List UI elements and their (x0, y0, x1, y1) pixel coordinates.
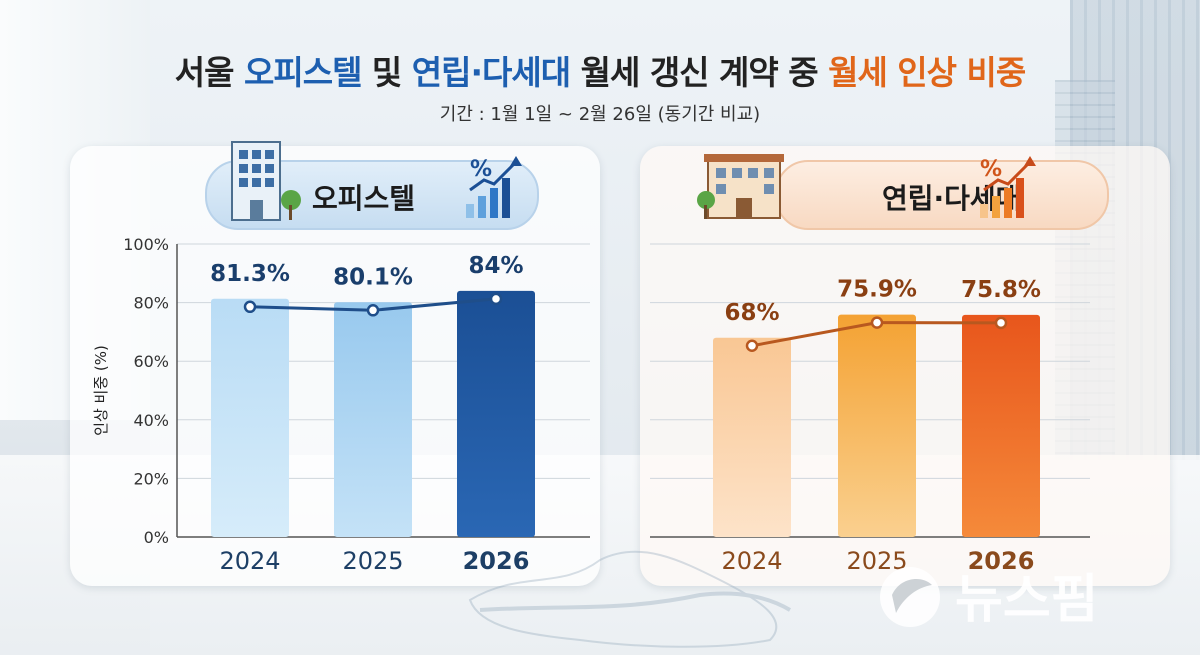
watermark-text: 뉴스핌 (955, 570, 1099, 630)
office-ytick-label: 100% (123, 235, 169, 254)
villa-bar-2024 (713, 337, 791, 537)
office-category-label: 2025 (342, 547, 403, 575)
office-value-label: 81.3% (210, 261, 290, 287)
office-ytick-label: 20% (133, 469, 169, 488)
svg-text:%: % (980, 157, 1002, 182)
newspim-logo-icon (880, 567, 940, 627)
office-bar-2025 (334, 302, 412, 537)
chart-growth-icon: % (980, 156, 1036, 218)
office-value-label: 80.1% (333, 264, 413, 290)
title-part: 월세 갱신 계약 중 (570, 53, 829, 92)
office-category-label: 2024 (219, 547, 280, 575)
title-office: 오피스텔 (243, 53, 362, 92)
office-ytick-label: 60% (133, 352, 169, 371)
villa-category-label: 2024 (721, 547, 782, 575)
villa-value-label: 68% (724, 300, 779, 326)
villa-trend-point (745, 339, 759, 353)
seoul-map-icon (468, 550, 792, 648)
title-villa: 연립·다세대 (411, 53, 571, 92)
villa-value-label: 75.9% (837, 277, 917, 303)
office-ytick-label: 0% (144, 528, 169, 547)
office-trend-point (366, 304, 380, 317)
villa-trend-point (870, 316, 884, 329)
villa-trend-point (994, 316, 1008, 330)
title-part: 및 (361, 53, 412, 92)
newspim-logo-swoosh (892, 579, 932, 613)
villa-badge: 연립·다세대 (775, 160, 1109, 230)
page-title: 서울 오피스텔 및 연립·다세대 월세 갱신 계약 중 월세 인상 비중 (0, 46, 1200, 94)
villa-category-label: 2026 (968, 547, 1035, 575)
chart-growth-icon: % (466, 156, 522, 218)
office-building-icon (231, 141, 301, 221)
newspim-watermark: 뉴스핌 (880, 567, 1099, 630)
office-trend-point (243, 300, 257, 314)
villa-bar-2026 (962, 314, 1040, 537)
office-bar-2024 (211, 298, 289, 537)
office-ytick-label: 40% (133, 411, 169, 430)
title-highlight: 월세 인상 비중 (828, 53, 1026, 92)
office-ytick-label: 80% (133, 294, 169, 313)
office-bar-2026 (457, 290, 535, 537)
office-badge-label: 오피스텔 (312, 182, 416, 215)
svg-text:%: % (470, 157, 492, 182)
office-category-label: 2026 (463, 547, 530, 575)
period-subtitle: 기간 : 1월 1일 ~ 2월 26일 (동기간 비교) (439, 104, 761, 125)
villa-value-label: 75.8% (961, 277, 1041, 303)
title-part: 서울 (174, 53, 244, 92)
villa-bar-2025 (838, 314, 916, 537)
office-trend-point (489, 292, 503, 306)
office-y-axis-label: 인상 비중 (%) (92, 345, 110, 436)
office-value-label: 84% (468, 253, 523, 279)
villa-building-icon (697, 154, 784, 219)
